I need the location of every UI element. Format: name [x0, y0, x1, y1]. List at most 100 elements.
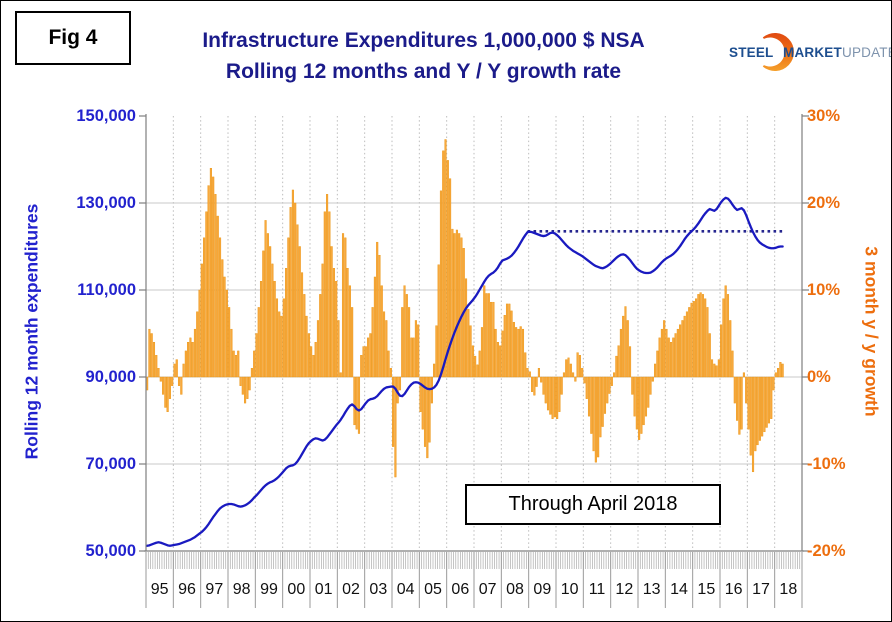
- growth-bar: [162, 376, 165, 395]
- growth-bar: [674, 333, 677, 378]
- expenditures-line: [145, 196, 784, 547]
- growth-bar: [649, 376, 652, 395]
- growth-bar: [494, 328, 497, 378]
- growth-bar: [556, 376, 559, 419]
- growth-bar: [553, 376, 556, 418]
- growth-bar: [644, 376, 648, 417]
- growth-bar: [695, 298, 698, 378]
- growth-bar: [777, 368, 780, 378]
- growth-bar: [480, 327, 484, 378]
- left-axis-tick-label: 130,000: [76, 194, 136, 212]
- growth-bar: [187, 342, 190, 378]
- logo-word-steel: STEEL: [729, 45, 774, 60]
- growth-bar: [307, 333, 310, 378]
- growth-bar: [781, 363, 784, 378]
- growth-bar: [562, 372, 566, 378]
- growth-bar: [574, 376, 577, 382]
- annotation-box: Through April 2018: [465, 484, 721, 525]
- x-axis-year-label: 09: [533, 581, 552, 598]
- x-axis-year-label: 17: [752, 581, 770, 598]
- x-axis-year-label: 95: [150, 581, 169, 598]
- growth-bar: [490, 301, 493, 378]
- growth-bar: [180, 376, 183, 395]
- growth-bar: [382, 311, 386, 378]
- growth-bar: [196, 311, 199, 378]
- growth-bar: [540, 376, 543, 383]
- annotation-text: Through April 2018: [508, 493, 678, 515]
- growth-bar: [763, 376, 766, 433]
- growth-bar: [754, 376, 757, 452]
- growth-bar: [633, 376, 636, 417]
- growth-bar: [152, 342, 156, 378]
- growth-bar: [230, 328, 233, 378]
- growth-bar: [285, 268, 288, 378]
- growth-bar: [628, 346, 632, 378]
- growth-bar: [171, 376, 174, 386]
- growth-bar: [423, 376, 427, 447]
- growth-bar: [207, 185, 210, 378]
- growth-bar: [321, 263, 324, 378]
- growth-bar: [369, 333, 372, 378]
- growth-bar: [237, 350, 240, 378]
- growth-bar: [339, 372, 342, 378]
- growth-bar: [651, 376, 654, 382]
- growth-bar: [234, 355, 238, 378]
- growth-bar: [706, 307, 709, 378]
- growth-bar: [478, 350, 481, 378]
- growth-bar: [177, 376, 181, 386]
- growth-bar: [193, 328, 197, 378]
- growth-bar: [212, 176, 215, 378]
- x-axis-year-label: 12: [615, 581, 634, 598]
- growth-bar: [729, 320, 732, 378]
- x-axis-year-label: 03: [369, 581, 388, 598]
- growth-bar: [578, 355, 581, 378]
- chart-title: Infrastructure Expenditures 1,000,000 $ …: [151, 25, 696, 87]
- growth-bar: [419, 376, 422, 412]
- growth-bar: [182, 363, 185, 378]
- growth-bar: [228, 307, 231, 378]
- growth-bar: [597, 376, 600, 458]
- growth-bar: [464, 278, 468, 378]
- growth-bar: [401, 307, 404, 378]
- growth-bar: [615, 355, 618, 378]
- growth-bar: [665, 328, 668, 378]
- right-axis-tick-label: -10%: [807, 455, 846, 473]
- growth-bar: [676, 328, 679, 378]
- growth-bar: [654, 363, 657, 378]
- growth-bar: [483, 285, 486, 378]
- growth-bar: [487, 293, 490, 378]
- growth-bar: [223, 276, 226, 378]
- growth-bar: [360, 355, 363, 378]
- growth-bar: [376, 241, 379, 378]
- growth-bar: [200, 263, 203, 378]
- growth-bar: [248, 376, 251, 391]
- growth-bar: [439, 190, 443, 378]
- growth-bar: [603, 376, 607, 414]
- growth-bar: [503, 315, 506, 378]
- growth-bar: [246, 376, 249, 399]
- growth-bar: [638, 376, 641, 440]
- growth-bar: [203, 237, 206, 378]
- growth-bar: [412, 337, 415, 378]
- growth-bar: [635, 376, 638, 430]
- growth-bar: [435, 325, 438, 378]
- growth-bar: [328, 211, 331, 378]
- growth-bar: [262, 250, 265, 378]
- growth-bar: [198, 289, 201, 378]
- growth-bar: [348, 285, 351, 378]
- growth-bar: [619, 328, 622, 378]
- growth-bar: [726, 294, 730, 378]
- growth-bar: [326, 194, 329, 378]
- growth-bar: [688, 307, 691, 378]
- growth-bar: [371, 307, 374, 378]
- x-axis-year-label: 02: [342, 581, 360, 598]
- growth-bar: [346, 268, 349, 378]
- x-axis-year-label: 10: [560, 581, 579, 598]
- growth-bar: [335, 281, 338, 378]
- growth-bar: [205, 211, 208, 378]
- x-axis-year-label: 99: [260, 581, 278, 598]
- growth-bar: [667, 337, 670, 378]
- x-axis-year-label: 04: [396, 581, 415, 598]
- growth-bar: [449, 178, 452, 378]
- growth-bar: [164, 376, 167, 408]
